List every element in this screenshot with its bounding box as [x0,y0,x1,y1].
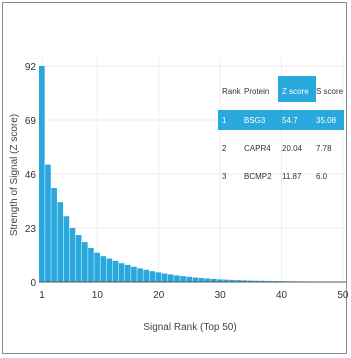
y-tick-labels: 0 23 46 69 92 [25,62,37,289]
bar [155,272,162,282]
bar [192,277,199,282]
table-header-highlight [278,76,316,102]
bar [186,276,193,282]
bar [143,269,150,282]
bar [223,279,229,282]
bar [247,280,254,282]
bar [81,242,88,282]
table-cell: 1 [222,116,227,125]
y-tick-label: 69 [25,116,37,127]
table-cell: 2 [222,144,227,153]
table-cell: 11.87 [282,172,302,181]
bar [167,274,174,282]
bar [174,275,180,282]
bar [106,258,113,282]
table-header-cell: Protein [244,87,269,96]
ranking-table: Rank Protein Z score S score 1 BSG3 54.7 35.08 2… [218,76,344,181]
table-header-cell: Z score [282,87,309,96]
bar [253,280,260,282]
bar [39,66,45,282]
table-cell: 6.0 [316,172,328,181]
y-axis-label: Strength of Signal (Z score) [9,114,20,236]
bar [210,278,217,282]
bar [180,276,186,282]
y-tick-label: 23 [25,224,37,235]
bar [57,202,64,282]
table-cell: BSG3 [244,116,266,125]
bar [161,273,168,282]
x-tick-label: 50 [337,290,349,301]
bar [260,280,266,282]
bars [39,66,346,283]
table-cell: CAPR4 [244,144,271,153]
table-cell: 35.08 [316,116,337,125]
y-tick-label: 0 [30,278,36,289]
x-tick-label: 30 [215,290,227,301]
table-header-cell: S score [316,87,344,96]
bar [63,216,70,282]
chart-frame [2,2,347,354]
bar [266,280,272,282]
bar [137,268,143,282]
x-axis-label: Signal Rank (Top 50) [143,322,236,333]
bar [204,278,211,282]
table-cell: 7.78 [316,144,332,153]
bar [198,278,205,282]
x-tick-label: 40 [276,290,288,301]
bar [118,263,125,282]
bar [149,271,156,282]
bar [229,279,235,282]
table-cell: 54.7 [282,116,298,125]
y-tick-label: 46 [25,170,37,181]
bar [88,247,94,282]
bar [75,235,82,282]
x-tick-label: 20 [153,290,165,301]
bar [100,256,107,282]
table-cell: 20.04 [282,144,303,153]
x-tick-label: 10 [92,290,104,301]
bar [124,264,131,282]
bar [235,280,242,282]
bar [45,164,51,282]
bar [94,252,100,282]
bar [51,188,57,282]
table-cell: BCMP2 [244,172,272,181]
table-row-highlight [218,110,344,130]
bar [241,280,248,282]
y-tick-label: 92 [25,62,37,73]
table-header-cell: Rank [222,87,242,96]
table-cell: 3 [222,172,227,181]
x-tick-label: 1 [39,290,45,301]
bar [217,279,223,282]
bar [131,266,137,282]
bar [69,228,76,282]
bar [112,260,119,282]
x-tick-labels: 1 10 20 30 40 50 [39,290,349,301]
